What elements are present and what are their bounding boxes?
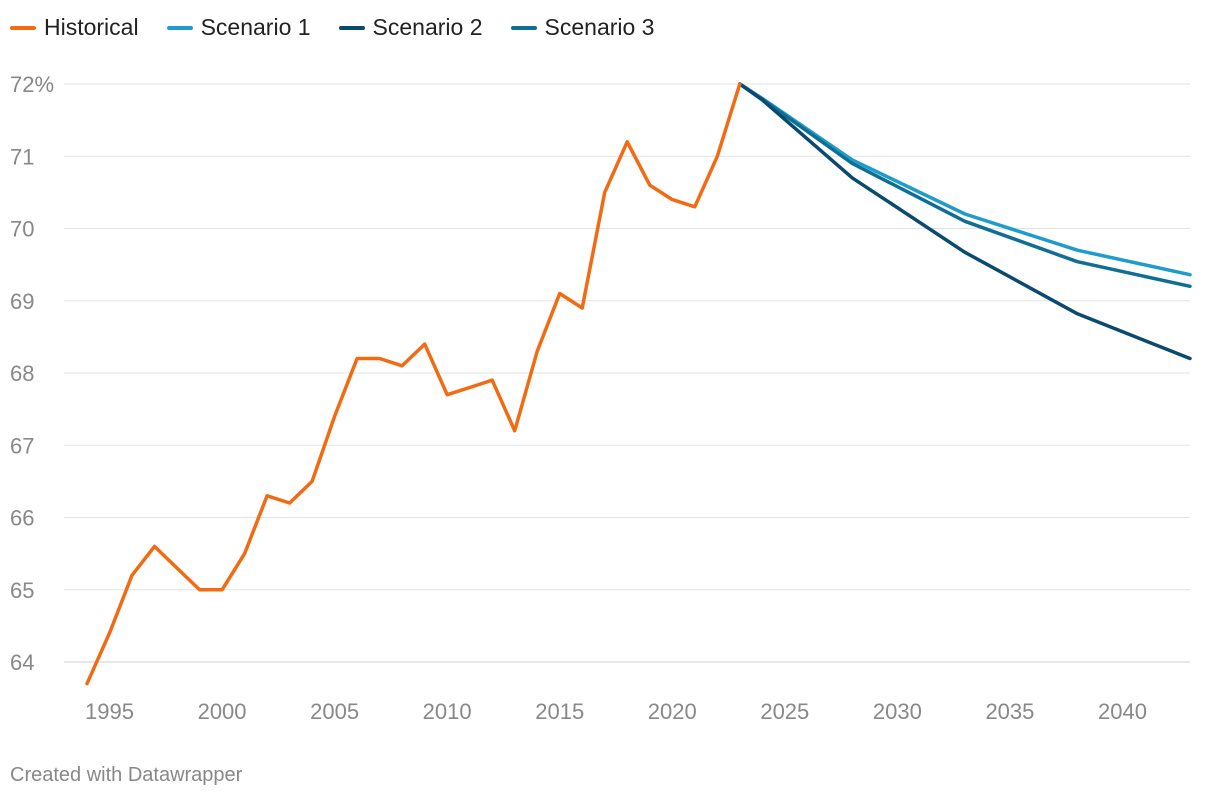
series-line-scenario-3[interactable] bbox=[738, 82, 1192, 289]
legend-swatch-historical bbox=[10, 25, 36, 30]
x-tick-label-2005: 2005 bbox=[310, 699, 359, 724]
series-line-scenario-1[interactable] bbox=[738, 82, 1192, 277]
x-tick-label-2000: 2000 bbox=[198, 699, 247, 724]
legend-item-scenario-3[interactable]: Scenario 3 bbox=[510, 14, 655, 41]
x-tick-label-2030: 2030 bbox=[873, 699, 922, 724]
series-line-historical[interactable] bbox=[85, 82, 742, 686]
legend-swatch-scenario-1 bbox=[166, 25, 193, 30]
legend-label-scenario-2: Scenario 2 bbox=[372, 14, 483, 40]
y-tick-label-70: 70 bbox=[10, 217, 34, 242]
y-tick-label-71: 71 bbox=[10, 144, 34, 169]
legend-label-scenario-3: Scenario 3 bbox=[544, 14, 655, 40]
legend-item-scenario-2[interactable]: Scenario 2 bbox=[338, 14, 483, 41]
y-tick-label-65: 65 bbox=[10, 578, 34, 603]
legend-label-scenario-1: Scenario 1 bbox=[200, 14, 311, 40]
legend-item-scenario-1[interactable]: Scenario 1 bbox=[166, 14, 311, 41]
legend-label-historical: Historical bbox=[44, 14, 139, 40]
y-tick-label-67: 67 bbox=[10, 433, 34, 458]
chart-legend: Historical Scenario 1 Scenario 2 Scenari… bbox=[10, 14, 654, 41]
series-line-scenario-2[interactable] bbox=[738, 82, 1192, 361]
legend-swatch-scenario-3 bbox=[510, 25, 537, 30]
y-tick-label-66: 66 bbox=[10, 506, 34, 531]
y-tick-label-68: 68 bbox=[10, 361, 34, 386]
x-tick-label-2020: 2020 bbox=[648, 699, 697, 724]
x-tick-label-2040: 2040 bbox=[1098, 699, 1147, 724]
x-tick-label-2015: 2015 bbox=[535, 699, 584, 724]
y-tick-label-69: 69 bbox=[10, 289, 34, 314]
legend-swatch-scenario-2 bbox=[338, 25, 365, 30]
legend-item-historical[interactable]: Historical bbox=[10, 14, 139, 41]
y-tick-label-64: 64 bbox=[10, 650, 34, 675]
x-tick-label-2010: 2010 bbox=[423, 699, 472, 724]
x-tick-label-2025: 2025 bbox=[760, 699, 809, 724]
x-tick-label-2035: 2035 bbox=[985, 699, 1034, 724]
x-tick-label-1995: 1995 bbox=[85, 699, 134, 724]
y-tick-label-72: 72% bbox=[10, 72, 54, 97]
datawrapper-credit: Created with Datawrapper bbox=[10, 764, 243, 786]
